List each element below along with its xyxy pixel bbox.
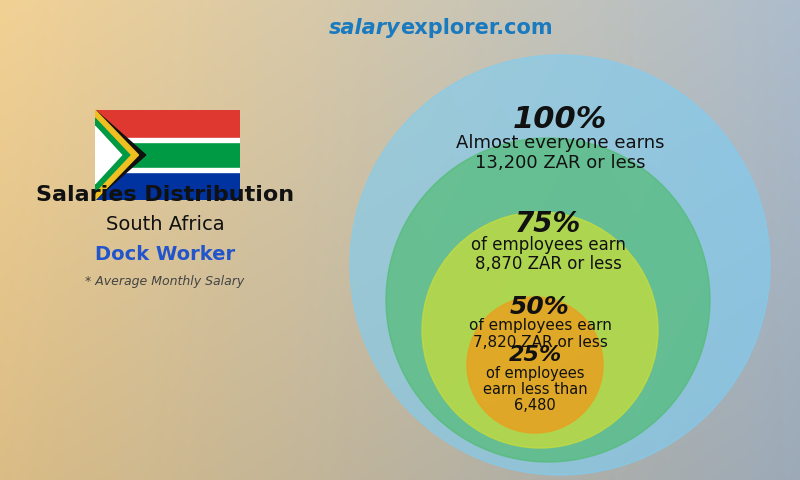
Circle shape <box>422 212 658 448</box>
Text: earn less than: earn less than <box>482 382 587 397</box>
Text: of employees earn: of employees earn <box>470 236 626 254</box>
Text: 50%: 50% <box>510 295 570 319</box>
Text: of employees: of employees <box>486 366 584 381</box>
Text: 75%: 75% <box>515 210 581 238</box>
Text: salary: salary <box>328 18 400 38</box>
Text: explorer.com: explorer.com <box>400 18 553 38</box>
Text: 13,200 ZAR or less: 13,200 ZAR or less <box>474 154 646 172</box>
Text: Almost everyone earns: Almost everyone earns <box>456 133 664 152</box>
Circle shape <box>350 55 770 475</box>
Circle shape <box>467 297 603 433</box>
Text: 6,480: 6,480 <box>514 398 556 413</box>
Text: 25%: 25% <box>508 345 562 365</box>
Text: 8,870 ZAR or less: 8,870 ZAR or less <box>474 254 622 273</box>
Text: 7,820 ZAR or less: 7,820 ZAR or less <box>473 336 607 350</box>
Text: South Africa: South Africa <box>106 216 224 235</box>
Text: Dock Worker: Dock Worker <box>95 245 235 264</box>
Text: 100%: 100% <box>513 105 607 134</box>
Text: * Average Monthly Salary: * Average Monthly Salary <box>86 276 245 288</box>
Text: of employees earn: of employees earn <box>469 318 611 334</box>
Circle shape <box>386 138 710 462</box>
Text: Salaries Distribution: Salaries Distribution <box>36 185 294 205</box>
